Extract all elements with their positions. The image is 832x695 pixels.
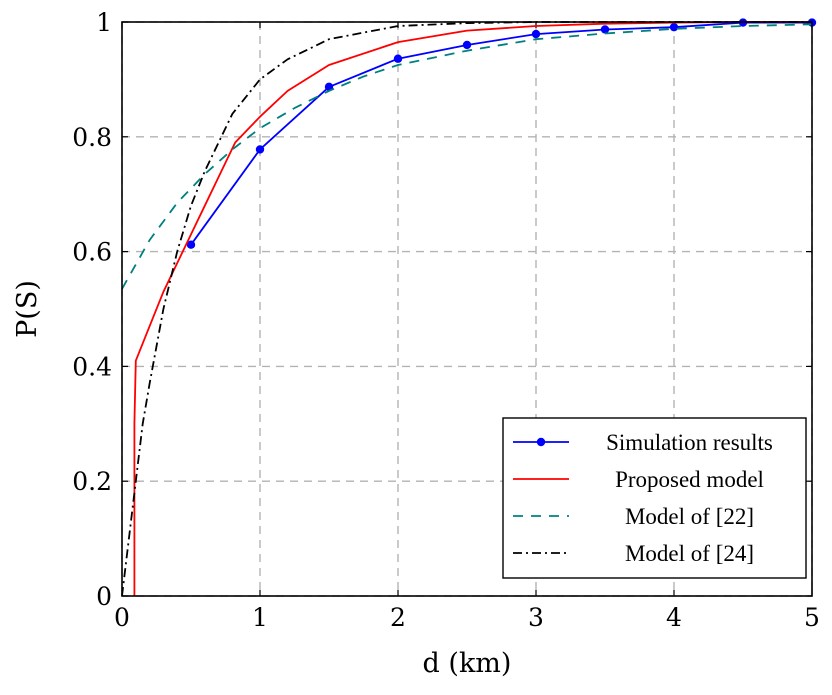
data-point bbox=[669, 22, 679, 32]
x-tick-label: 0 bbox=[114, 603, 130, 632]
y-axis-label: P(S) bbox=[12, 280, 43, 338]
y-tick-label: 0.4 bbox=[72, 352, 112, 381]
legend-box bbox=[502, 417, 807, 579]
y-tick-label: 1 bbox=[96, 8, 112, 37]
x-tick-label: 3 bbox=[528, 603, 544, 632]
x-tick-label: 2 bbox=[390, 603, 406, 632]
x-tick-label: 1 bbox=[252, 603, 268, 632]
y-tick-label: 0.8 bbox=[72, 123, 112, 152]
series-line-2 bbox=[133, 21, 812, 596]
data-point bbox=[462, 40, 472, 50]
legend-entry-label: Proposed model bbox=[615, 467, 764, 492]
legend-marker bbox=[536, 437, 546, 447]
legend-entry-label: Model of [22] bbox=[625, 504, 754, 529]
legend-entry-label: Model of [24] bbox=[625, 541, 754, 566]
x-tick-label: 5 bbox=[804, 603, 820, 632]
y-tick-labels: 0 0.2 0.4 0.6 0.8 1 bbox=[72, 8, 112, 611]
y-tick-label: 0.6 bbox=[72, 238, 112, 267]
data-point bbox=[186, 240, 196, 249]
x-tick-label: 4 bbox=[666, 603, 682, 632]
y-tick-label: 0 bbox=[96, 582, 112, 611]
data-point bbox=[324, 82, 334, 92]
data-point bbox=[393, 54, 403, 63]
plot-frame bbox=[121, 21, 813, 597]
x-tick-labels: 0 1 2 3 4 5 bbox=[114, 603, 820, 632]
series-line-3 bbox=[121, 23, 813, 290]
legend: Simulation results Proposed model Model of… bbox=[502, 417, 807, 579]
data-point bbox=[531, 29, 541, 39]
x-axis-label: d (km) bbox=[423, 648, 512, 679]
data-point bbox=[255, 145, 265, 154]
series-line-1 bbox=[190, 21, 812, 246]
data-point bbox=[600, 25, 610, 34]
y-tick-label: 0.2 bbox=[72, 467, 112, 496]
legend-entry-label: Simulation results bbox=[606, 430, 773, 455]
